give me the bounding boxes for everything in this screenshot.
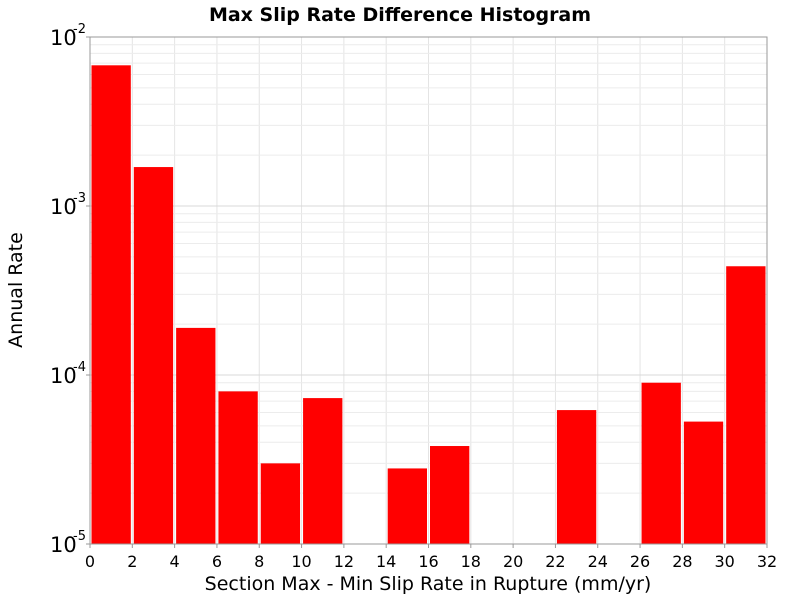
x-tick-label: 26 [630, 552, 650, 571]
x-tick-label: 12 [334, 552, 354, 571]
x-tick-label: 28 [672, 552, 692, 571]
x-tick-label: 18 [461, 552, 481, 571]
chart-title: Max Slip Rate Difference Histogram [209, 4, 591, 26]
x-tick-label: 22 [545, 552, 565, 571]
y-tick-label: 10-5 [50, 529, 86, 557]
x-tick-label: 30 [715, 552, 735, 571]
y-tick-exponent: -5 [73, 529, 86, 544]
histogram-bar [91, 65, 131, 544]
x-tick-label: 4 [170, 552, 180, 571]
y-tick-exponent: -3 [73, 191, 86, 206]
histogram-bar [726, 266, 766, 544]
x-axis-label: Section Max - Min Slip Rate in Rupture (… [205, 573, 652, 595]
histogram-bar [260, 463, 301, 544]
y-axis-label: Annual Rate [5, 232, 27, 348]
x-tick-label: 6 [212, 552, 222, 571]
x-tick-label: 10 [291, 552, 311, 571]
bars [91, 65, 766, 544]
histogram-bar [556, 410, 597, 544]
histogram-bar [641, 382, 681, 544]
y-tick-label: 10-2 [50, 22, 86, 50]
y-tick-exponent: -4 [73, 360, 86, 375]
x-tick-label: 0 [85, 552, 95, 571]
y-tick-label: 10-3 [50, 191, 86, 219]
histogram-bar [683, 421, 724, 544]
x-tick-label: 20 [503, 552, 523, 571]
x-tick-label: 2 [127, 552, 137, 571]
x-tick-label: 14 [376, 552, 396, 571]
x-axis-ticks: 0 2 4 6 8 10 12 14 16 18 20 22 24 26 28 30 32 [85, 544, 777, 571]
histogram-bar [176, 327, 216, 544]
x-tick-label: 8 [254, 552, 264, 571]
y-tick-exponent: -2 [73, 22, 86, 37]
histogram-bar [303, 398, 343, 544]
x-tick-label: 32 [757, 552, 777, 571]
y-tick-label: 10-4 [50, 360, 86, 388]
y-tick-base: 10 [50, 195, 77, 219]
histogram-bar [133, 167, 174, 544]
x-tick-label: 24 [588, 552, 608, 571]
histogram-bar [218, 391, 258, 544]
y-tick-base: 10 [50, 364, 77, 388]
y-tick-base: 10 [50, 26, 77, 50]
histogram-bar [430, 446, 470, 544]
y-tick-base: 10 [50, 533, 77, 557]
x-tick-label: 16 [418, 552, 438, 571]
histogram-bar [387, 468, 427, 544]
y-axis-ticks: 10-510-410-310-2 [50, 22, 90, 557]
